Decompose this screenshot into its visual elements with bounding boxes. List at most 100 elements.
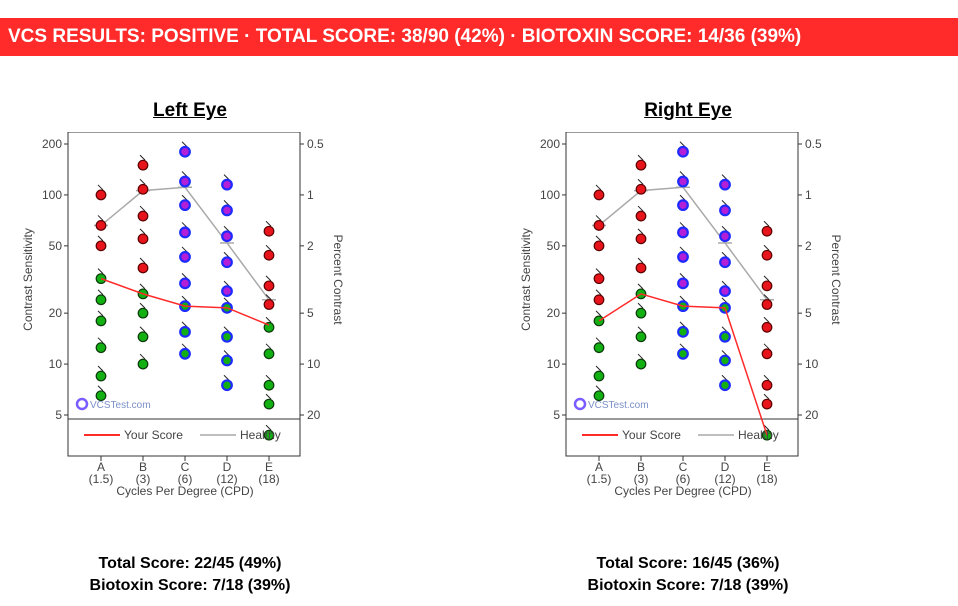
dot-pointer: [721, 200, 728, 206]
contrast-dot: [221, 256, 233, 269]
left-eye-chart: 5 10 20 50 100 200 0.5 1 2 5 10 20 Contrast Sensitiv…: [21, 132, 345, 498]
x-category-sublabel: (1.5): [587, 472, 612, 486]
dot-pointer: [763, 393, 770, 400]
dot-pointer: [721, 251, 728, 258]
contrast-dot: [635, 307, 647, 319]
dot-pointer: [637, 283, 644, 290]
y-axis-label: Contrast Sensitivity: [519, 228, 533, 331]
contrast-dot: [179, 347, 191, 360]
dot-pointer: [139, 283, 146, 290]
dot-pointer: [637, 205, 644, 212]
contrast-dot: [677, 199, 689, 212]
dot-pointer: [223, 326, 230, 333]
dot-pointer: [223, 374, 230, 381]
dot-pointer: [637, 302, 644, 309]
x-category-sublabel: (12): [714, 472, 735, 486]
contrast-dot: [137, 307, 149, 319]
contrast-dot: [263, 280, 275, 292]
contrast-dot: [263, 299, 275, 310]
y2-tick-label: 5: [307, 306, 314, 320]
dot-pointer: [265, 244, 272, 251]
dot-pointer: [595, 337, 602, 344]
contrast-dot: [761, 348, 773, 360]
right-biotoxin-score: Biotoxin Score: 7/18 (39%): [498, 577, 878, 595]
contrast-dot: [761, 249, 773, 261]
results-banner: VCS RESULTS: POSITIVE · TOTAL SCORE: 38/…: [0, 18, 958, 56]
contrast-dot: [95, 315, 107, 327]
dot-pointer: [721, 297, 728, 304]
your-score-line: [100, 277, 270, 326]
contrast-dot: [761, 398, 773, 410]
contrast-dot: [593, 370, 605, 382]
contrast-dot: [593, 220, 605, 231]
contrast-dot: [677, 175, 689, 188]
contrast-dot: [221, 285, 233, 298]
legend-your-score-label: Your Score: [622, 428, 681, 442]
right-biotoxin-score-label: Biotoxin Score:: [587, 577, 706, 594]
dot-pointer: [139, 257, 146, 264]
contrast-dot: [221, 204, 233, 217]
y-tick-label: 10: [547, 357, 561, 371]
left-biotoxin-score: Biotoxin Score: 7/18 (39%): [0, 577, 380, 595]
legend-your-score-label: Your Score: [124, 428, 183, 442]
legend-healthy-label: Healthy: [738, 428, 779, 442]
left-biotoxin-score-label: Biotoxin Score:: [89, 577, 208, 594]
contrast-dot: [635, 210, 647, 222]
dot-pointer: [637, 228, 644, 235]
contrast-dot: [263, 225, 275, 237]
watermark-text: VCSTest.com: [588, 400, 649, 411]
x-category-sublabel: (3): [136, 472, 151, 486]
y-tick-label: 50: [547, 239, 561, 253]
dot-pointer: [595, 310, 602, 317]
dot-pointer: [763, 244, 770, 251]
x-category-label: B: [637, 460, 645, 474]
y-tick-label: 20: [547, 306, 561, 320]
dot-pointer: [265, 343, 272, 350]
dot-pointer: [763, 424, 770, 431]
dot-pointer: [265, 220, 272, 227]
y2-tick-label: 20: [307, 408, 321, 422]
dot-pointer: [223, 280, 230, 287]
dot-pointer: [679, 171, 686, 177]
dot-pointer: [265, 424, 272, 431]
contrast-dot: [761, 280, 773, 292]
contrast-dot: [221, 330, 233, 343]
y-tick-label: 20: [49, 306, 63, 320]
dot-pointer: [595, 365, 602, 372]
right-total-score-value: 16/45 (36%): [692, 555, 780, 572]
dot-pointer: [97, 184, 104, 191]
contrast-dot: [95, 220, 107, 231]
dot-pointer: [763, 294, 770, 300]
contrast-dot: [761, 299, 773, 310]
dot-pointer: [223, 174, 230, 181]
dot-pointer: [637, 178, 644, 185]
contrast-dot: [677, 226, 689, 239]
dot-pointer: [181, 295, 188, 302]
dot-pointer: [679, 343, 686, 350]
y-tick-label: 5: [553, 408, 560, 422]
contrast-dot: [677, 145, 689, 158]
contrast-dot: [179, 226, 191, 239]
dot-pointer: [97, 235, 104, 242]
contrast-dot: [593, 240, 605, 252]
contrast-dot: [263, 429, 275, 441]
contrast-dot: [179, 145, 191, 158]
contrast-dot: [635, 331, 647, 343]
dot-pointer: [265, 316, 272, 323]
contrast-dot: [137, 183, 149, 195]
contrast-dot: [719, 204, 731, 217]
contrast-dot: [719, 178, 731, 191]
y2-tick-label: 5: [805, 306, 812, 320]
x-category-label: C: [679, 460, 688, 474]
x-category-sublabel: (1.5): [89, 472, 114, 486]
contrast-dot: [635, 159, 647, 171]
contrast-dot: [593, 273, 605, 285]
x-category-sublabel: (6): [178, 472, 193, 486]
y-axis-label: Contrast Sensitivity: [21, 228, 35, 331]
contrast-dot: [179, 325, 191, 338]
y2-tick-label: 2: [307, 239, 314, 253]
contrast-dot: [95, 294, 107, 306]
your-score-line: [598, 293, 768, 436]
dot-pointer: [139, 353, 146, 360]
contrast-dot: [635, 358, 647, 370]
